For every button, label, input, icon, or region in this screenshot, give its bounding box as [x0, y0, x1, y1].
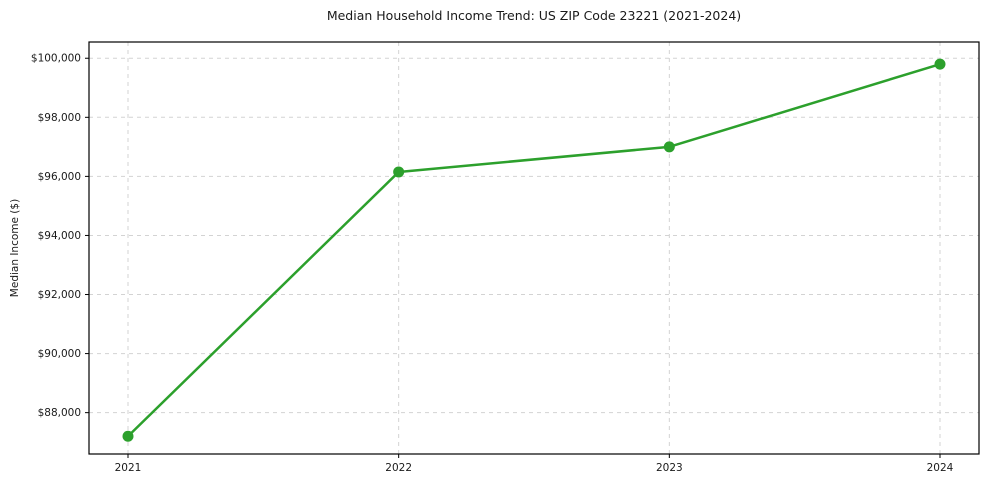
plot-area — [89, 42, 979, 454]
y-tick-label: $98,000 — [38, 112, 81, 124]
data-point-2021 — [122, 430, 134, 442]
data-point-2022 — [393, 166, 405, 178]
y-tick-label: $88,000 — [38, 407, 81, 419]
data-point-2024 — [934, 58, 946, 70]
y-tick-label: $92,000 — [38, 289, 81, 301]
chart-title: Median Household Income Trend: US ZIP Co… — [326, 8, 742, 23]
data-point-2023 — [663, 141, 675, 153]
y-tick-label: $94,000 — [38, 230, 81, 242]
y-tick-label: $90,000 — [38, 348, 81, 360]
x-tick-label: 2022 — [385, 462, 412, 474]
x-tick-label: 2024 — [927, 462, 954, 474]
x-tick-label: 2023 — [656, 462, 683, 474]
plot-border — [88, 41, 980, 455]
trend-line — [126, 62, 942, 438]
y-tick-label: $100,000 — [31, 53, 81, 65]
y-tick-label: $96,000 — [38, 171, 81, 183]
x-tick-label: 2021 — [115, 462, 142, 474]
